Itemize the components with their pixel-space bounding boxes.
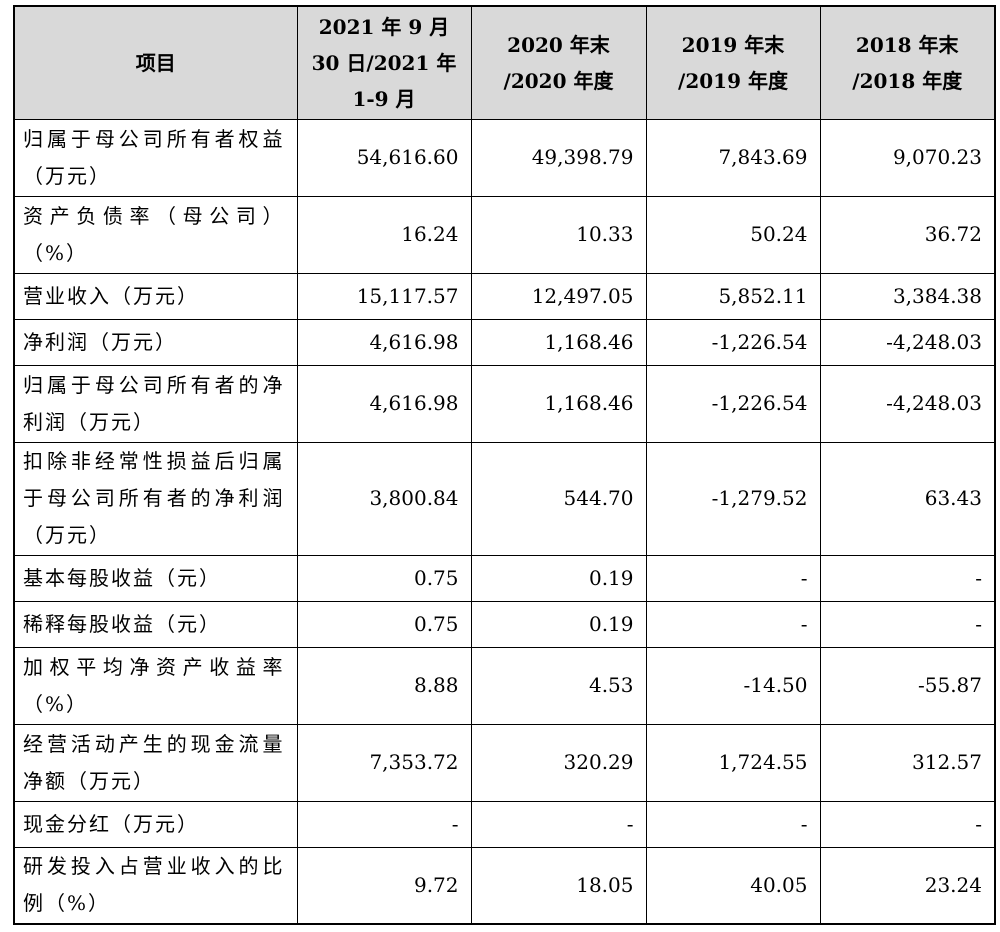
- cell-value: 18.05: [470, 846, 647, 925]
- cell-value: -: [296, 800, 472, 848]
- cell-value: 54,616.60: [296, 118, 472, 197]
- cell-value: 4,616.98: [296, 364, 472, 443]
- cell-value: 9.72: [296, 846, 472, 925]
- cell-value: 7,353.72: [296, 723, 472, 802]
- cell-value: 10.33: [470, 195, 647, 274]
- cell-value: 4.53: [470, 646, 647, 725]
- cell-value: 63.43: [819, 441, 996, 556]
- cell-value: 7,843.69: [645, 118, 821, 197]
- table-row: 现金分红（万元） - - - -: [13, 800, 996, 848]
- row-label: 扣除非经常性损益后归属于母公司所有者的净利润（万元）: [13, 441, 298, 556]
- cell-value: 3,384.38: [819, 272, 996, 320]
- row-label: 稀释每股收益（元）: [13, 600, 298, 648]
- cell-value: 36.72: [819, 195, 996, 274]
- row-label: 净利润（万元）: [13, 318, 298, 366]
- cell-value: 3,800.84: [296, 441, 472, 556]
- cell-value: 0.75: [296, 554, 472, 602]
- row-label: 归属于母公司所有者权益（万元）: [13, 118, 298, 197]
- table-header-row: 项目 2021 年 9 月 30 日/2021 年 1-9 月 2020 年末 …: [13, 5, 996, 120]
- header-item: 项目: [13, 5, 298, 120]
- table-row: 营业收入（万元） 15,117.57 12,497.05 5,852.11 3,…: [13, 272, 996, 320]
- cell-value: 16.24: [296, 195, 472, 274]
- row-label: 现金分红（万元）: [13, 800, 298, 848]
- row-label: 加权平均净资产收益率（%）: [13, 646, 298, 725]
- table-row: 净利润（万元） 4,616.98 1,168.46 -1,226.54 -4,2…: [13, 318, 996, 366]
- cell-value: 0.19: [470, 600, 647, 648]
- cell-value: -: [645, 600, 821, 648]
- cell-value: -1,226.54: [645, 318, 821, 366]
- header-2018: 2018 年末 /2018 年度: [819, 5, 996, 120]
- header-2020: 2020 年末 /2020 年度: [470, 5, 647, 120]
- table-row: 加权平均净资产收益率（%） 8.88 4.53 -14.50 -55.87: [13, 646, 996, 725]
- cell-value: 9,070.23: [819, 118, 996, 197]
- table-row: 资产负债率（母公司）（%） 16.24 10.33 50.24 36.72: [13, 195, 996, 274]
- cell-value: 8.88: [296, 646, 472, 725]
- row-label: 归属于母公司所有者的净利润（万元）: [13, 364, 298, 443]
- cell-value: 40.05: [645, 846, 821, 925]
- cell-value: 23.24: [819, 846, 996, 925]
- financial-data-table: 项目 2021 年 9 月 30 日/2021 年 1-9 月 2020 年末 …: [13, 5, 996, 925]
- cell-value: 1,168.46: [470, 364, 647, 443]
- cell-value: 0.19: [470, 554, 647, 602]
- table-row: 研发投入占营业收入的比例（%） 9.72 18.05 40.05 23.24: [13, 846, 996, 925]
- cell-value: 0.75: [296, 600, 472, 648]
- cell-value: 49,398.79: [470, 118, 647, 197]
- cell-value: -4,248.03: [819, 364, 996, 443]
- cell-value: 15,117.57: [296, 272, 472, 320]
- table-row: 归属于母公司所有者权益（万元） 54,616.60 49,398.79 7,84…: [13, 118, 996, 197]
- cell-value: -1,279.52: [645, 441, 821, 556]
- cell-value: -4,248.03: [819, 318, 996, 366]
- row-label: 经营活动产生的现金流量净额（万元）: [13, 723, 298, 802]
- cell-value: 544.70: [470, 441, 647, 556]
- table-row: 归属于母公司所有者的净利润（万元） 4,616.98 1,168.46 -1,2…: [13, 364, 996, 443]
- cell-value: -55.87: [819, 646, 996, 725]
- cell-value: 12,497.05: [470, 272, 647, 320]
- row-label: 资产负债率（母公司）（%）: [13, 195, 298, 274]
- cell-value: 312.57: [819, 723, 996, 802]
- table-row: 扣除非经常性损益后归属于母公司所有者的净利润（万元） 3,800.84 544.…: [13, 441, 996, 556]
- table-row: 经营活动产生的现金流量净额（万元） 7,353.72 320.29 1,724.…: [13, 723, 996, 802]
- cell-value: -: [819, 800, 996, 848]
- row-label: 研发投入占营业收入的比例（%）: [13, 846, 298, 925]
- cell-value: -: [470, 800, 647, 848]
- cell-value: 50.24: [645, 195, 821, 274]
- table-row: 稀释每股收益（元） 0.75 0.19 - -: [13, 600, 996, 648]
- cell-value: 1,168.46: [470, 318, 647, 366]
- cell-value: 4,616.98: [296, 318, 472, 366]
- row-label: 营业收入（万元）: [13, 272, 298, 320]
- row-label: 基本每股收益（元）: [13, 554, 298, 602]
- cell-value: -1,226.54: [645, 364, 821, 443]
- cell-value: -: [819, 600, 996, 648]
- cell-value: -: [645, 554, 821, 602]
- cell-value: -: [819, 554, 996, 602]
- table-row: 基本每股收益（元） 0.75 0.19 - -: [13, 554, 996, 602]
- cell-value: 320.29: [470, 723, 647, 802]
- cell-value: 1,724.55: [645, 723, 821, 802]
- cell-value: 5,852.11: [645, 272, 821, 320]
- header-2019: 2019 年末 /2019 年度: [645, 5, 821, 120]
- header-2021-q3: 2021 年 9 月 30 日/2021 年 1-9 月: [296, 5, 472, 120]
- cell-value: -14.50: [645, 646, 821, 725]
- cell-value: -: [645, 800, 821, 848]
